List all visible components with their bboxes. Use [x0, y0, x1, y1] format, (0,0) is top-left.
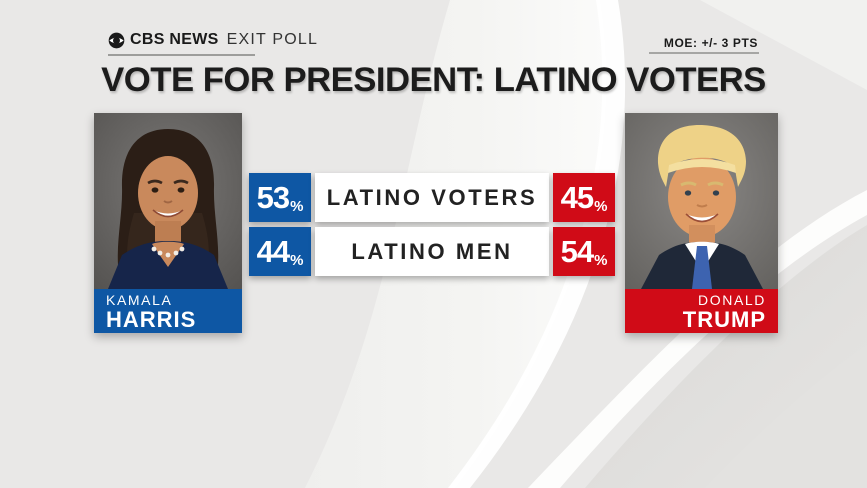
poll-row-latino-men: 44 % LATINO MEN 54 % — [249, 227, 615, 276]
harris-score-latino-voters: 53 % — [249, 173, 311, 222]
harris-last-name: HARRIS — [106, 306, 197, 332]
moe-underline — [649, 52, 759, 54]
margin-of-error: MOE: +/- 3 PTS — [663, 36, 758, 50]
harris-photo — [94, 113, 242, 289]
page-title: VOTE FOR PRESIDENT: LATINO VOTERS — [101, 61, 766, 99]
harris-card: KAMALA HARRIS — [94, 113, 242, 333]
trump-photo — [625, 113, 778, 289]
poll-rows: 53 % LATINO VOTERS 45 % 44 % LATINO MEN … — [249, 173, 615, 276]
trump-value: 54 — [560, 234, 594, 269]
harris-first-name: KAMALA — [106, 291, 173, 308]
trump-card: DONALD TRUMP — [625, 113, 778, 333]
trump-nameplate: DONALD TRUMP — [625, 289, 778, 333]
percent-sign: % — [594, 252, 608, 269]
trump-first-name: DONALD — [698, 291, 766, 308]
brand-underline — [108, 54, 255, 56]
trump-score-latino-voters: 45 % — [553, 173, 615, 222]
brand-name: CBS NEWS — [130, 31, 219, 48]
cbs-news-brand: CBS NEWS EXIT POLL — [108, 31, 318, 49]
poll-row-latino-voters: 53 % LATINO VOTERS 45 % — [249, 173, 615, 222]
cbs-eye-icon — [108, 32, 125, 48]
percent-sign: % — [594, 198, 608, 215]
percent-sign: % — [290, 252, 304, 269]
trump-score-latino-men: 54 % — [553, 227, 615, 276]
row-label: LATINO MEN — [315, 227, 549, 276]
percent-sign: % — [290, 198, 304, 215]
brand-program: EXIT POLL — [226, 31, 319, 48]
harris-score-latino-men: 44 % — [249, 227, 311, 276]
trump-value: 45 — [560, 180, 594, 215]
harris-nameplate: KAMALA HARRIS — [94, 289, 242, 333]
harris-value: 53 — [256, 180, 290, 215]
trump-last-name: TRUMP — [682, 306, 766, 332]
harris-value: 44 — [256, 234, 290, 269]
row-label: LATINO VOTERS — [315, 173, 549, 222]
